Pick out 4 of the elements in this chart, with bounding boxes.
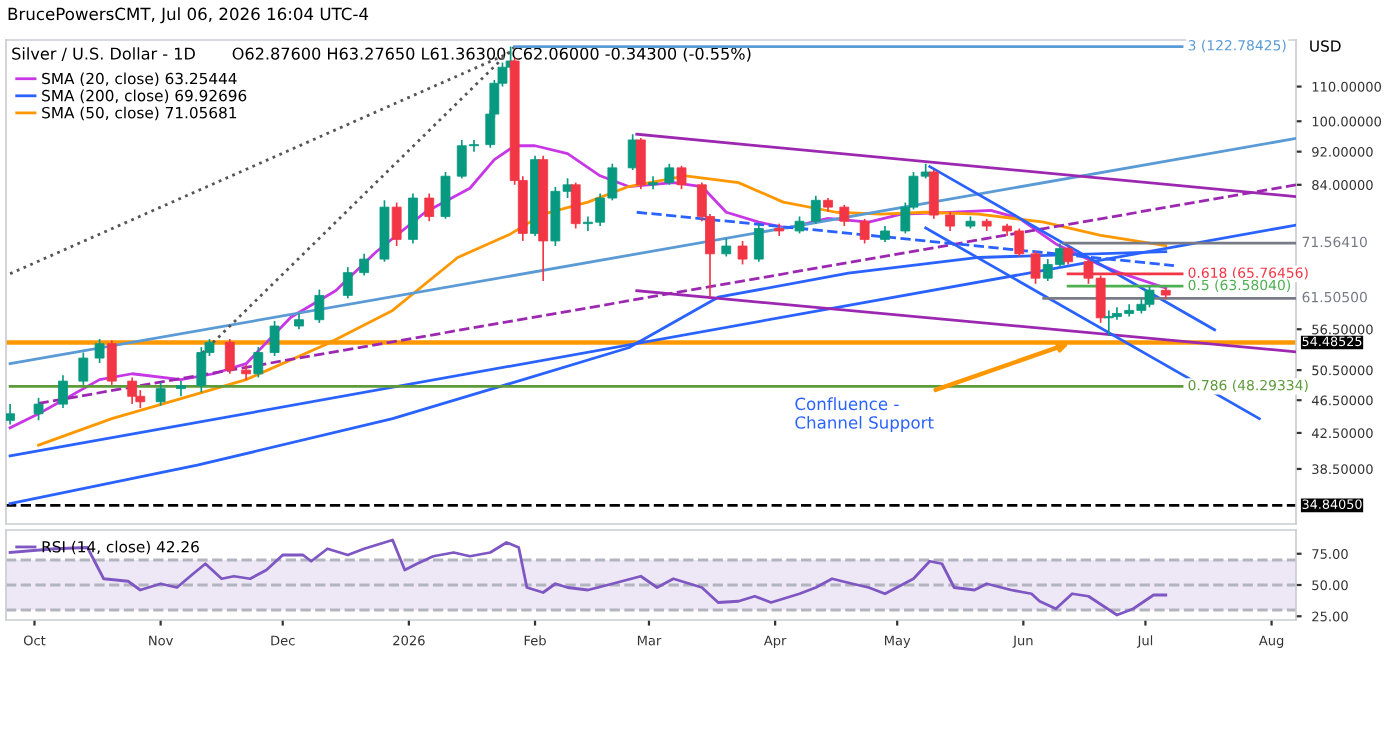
chart-title: BrucePowersCMT, Jul 06, 2026 16:04 UTC-4 (8, 7, 369, 24)
chart-subtitle: Silver / U.S. Dollar - 1D (12, 47, 195, 61)
annotation: O62.87600 H63.27650 L61.36300 C62.06000 -0.34300 (-0.55%) (232, 47, 751, 62)
annotation: Confluence - Channel Support (795, 397, 934, 433)
